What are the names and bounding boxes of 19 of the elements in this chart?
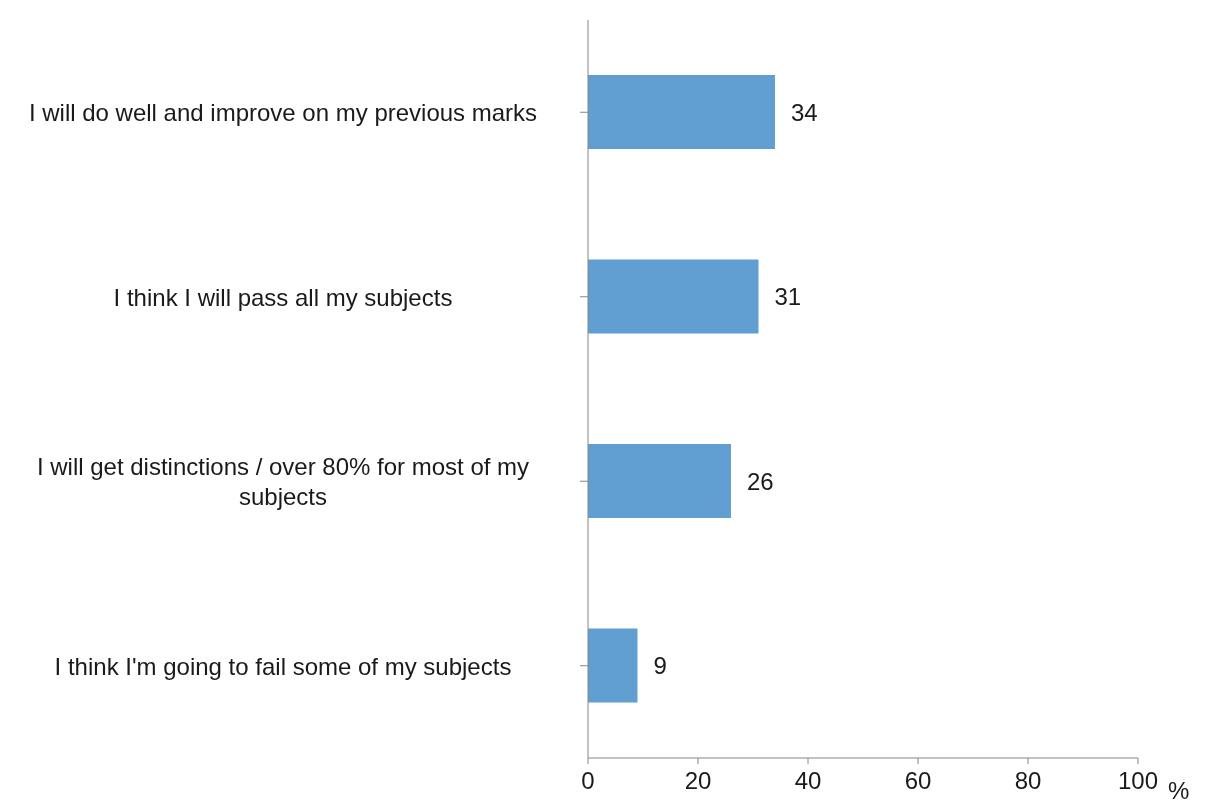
x-tick-label: 40 [794, 767, 822, 795]
y-tick-label: I will get distinctions / over 80% for most of my subjects [36, 452, 530, 510]
y-tick-label: I think I'm going to fail some of my subjects [54, 652, 512, 680]
y-tick-label: I will do well and improve on my previous marks [28, 98, 538, 126]
x-tick-label: 100 [1117, 767, 1159, 795]
bar [588, 75, 775, 149]
bar [588, 444, 731, 518]
bar [588, 628, 638, 703]
bar [588, 259, 759, 334]
x-tick-label: 80 [1014, 767, 1042, 795]
x-tick-label: 0 [581, 767, 595, 795]
x-axis-title: % [1168, 776, 1190, 804]
data-label: 31 [774, 283, 802, 311]
x-tick-label: 20 [684, 767, 712, 795]
x-tick-label: 60 [904, 767, 932, 795]
y-tick-label: I think I will pass all my subjects [113, 283, 453, 311]
data-label: 9 [653, 652, 667, 680]
data-label: 34 [791, 98, 818, 126]
data-label: 26 [747, 467, 774, 495]
